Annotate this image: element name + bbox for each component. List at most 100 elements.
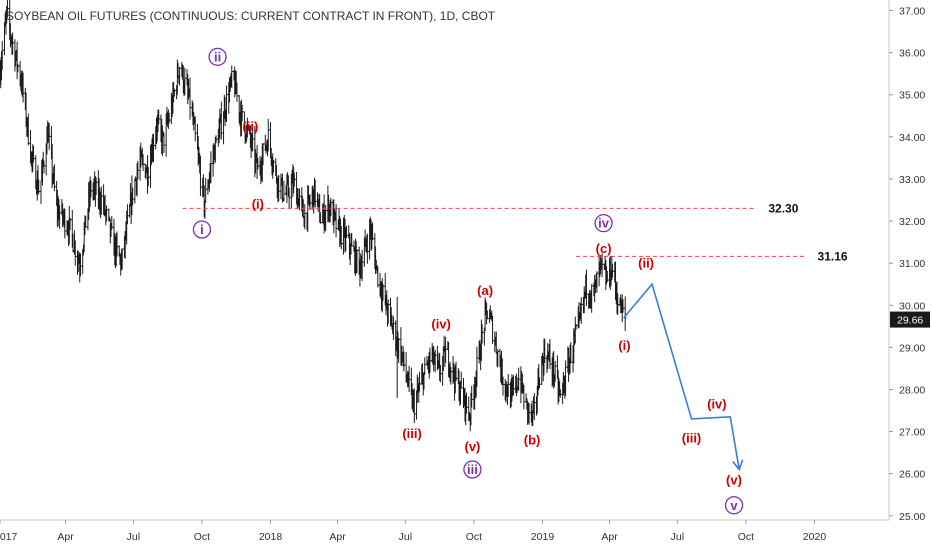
ohlc-bar	[553, 361, 557, 383]
y-tick-label: 31.00	[899, 258, 925, 270]
y-tick-label: 32.00	[899, 216, 925, 228]
ohlc-bar	[538, 377, 541, 389]
wave-label: iv	[594, 214, 613, 233]
wave-label: (ii)	[638, 256, 654, 271]
ohlc-bar	[387, 299, 390, 324]
ohlc-bar	[141, 154, 145, 172]
ohlc-bar	[624, 296, 627, 331]
ohlc-bar	[423, 357, 426, 375]
ohlc-bar	[126, 204, 129, 225]
projection-path	[623, 282, 741, 470]
ohlc-bar	[501, 376, 505, 396]
ohlc-bar	[428, 347, 432, 374]
ohlc-bar	[527, 403, 531, 425]
wave-label-circle	[594, 214, 613, 233]
ohlc-bar	[590, 283, 593, 313]
ohlc-bar	[188, 77, 192, 120]
wave-label-text: (iii)	[682, 430, 702, 445]
x-tick-label: Apr	[601, 531, 618, 543]
ohlc-bar	[522, 384, 526, 410]
ohlc-bar	[209, 151, 213, 184]
y-tick-label: 25.00	[899, 511, 925, 523]
ohlc-bar	[21, 72, 25, 103]
ohlc-bar	[178, 66, 181, 86]
ohlc-bar	[376, 266, 380, 288]
x-tick-label: Jul	[671, 531, 684, 543]
wave-label: (v)	[464, 439, 480, 454]
y-tick-label: 33.00	[899, 174, 925, 186]
y-tick-label: 29.00	[899, 342, 925, 354]
ohlc-bar	[58, 205, 61, 229]
x-tick-label: Oct	[466, 531, 482, 543]
ohlc-bar	[324, 204, 327, 232]
ohlc-bar	[350, 232, 353, 247]
ohlc-bar	[381, 283, 385, 301]
ohlc-bar	[533, 393, 536, 421]
ohlc-bar	[230, 65, 233, 88]
ohlc-bar	[449, 367, 453, 385]
x-axis-ticks: 2017 Apr Jul Oct 2018 Apr Jul Oct 2019 Apr Jul Oct 2…	[0, 520, 826, 543]
ohlc-bar	[94, 177, 98, 195]
ohlc-bar	[11, 32, 14, 55]
ohlc-bar	[517, 367, 520, 391]
wave-label-circle	[208, 47, 227, 66]
wave-label-text: i	[200, 222, 204, 237]
wave-label: ii	[208, 47, 227, 66]
x-tick-label: 2020	[803, 531, 827, 543]
ohlc-bar	[37, 179, 40, 194]
y-tick-label: 26.00	[899, 469, 925, 481]
current-price-label: 29.66	[897, 315, 923, 327]
x-tick-label: Apr	[57, 531, 74, 543]
ohlc-bar	[261, 143, 265, 166]
wave-label: (iii)	[682, 430, 702, 445]
x-tick-label: 2018	[259, 531, 283, 543]
wave-label-text: (v)	[464, 439, 480, 454]
ohlc-bar	[84, 215, 87, 228]
x-tick-label: Apr	[329, 531, 346, 543]
ohlc-bar	[366, 233, 369, 264]
ohlc-bar	[439, 364, 442, 383]
y-tick-label: 27.00	[899, 427, 925, 439]
wave-label-text: (iii)	[402, 426, 422, 441]
ohlc-bar	[214, 135, 218, 143]
wave-label: (v)	[726, 473, 742, 488]
ohlc-bar	[345, 226, 348, 238]
ohlc-bar	[574, 323, 578, 330]
wave-label-text: ii	[214, 49, 221, 64]
ohlc-bar	[444, 336, 447, 363]
ohlc-bar	[121, 248, 124, 270]
ohlc-bar	[199, 155, 202, 196]
ohlc-bar	[105, 205, 108, 222]
ohlc-bar	[194, 116, 197, 142]
y-axis-ticks: 37.00 36.00 35.00 34.00 33.00 32.00 31.00 30.00…	[889, 6, 925, 523]
ohlc-bar	[173, 88, 176, 97]
ohlc-bar	[100, 186, 103, 215]
level-label: 32.30	[768, 201, 798, 215]
ohlc-bar	[433, 349, 437, 373]
ohlc-bar	[89, 179, 93, 198]
ohlc-bar	[47, 122, 51, 150]
ohlc-bar	[68, 217, 72, 230]
wave-label-text: (a)	[477, 283, 493, 298]
wave-label-text: (ii)	[638, 256, 654, 271]
wave-labels: ii (ii) (i) i (iii) (iv) (v) iii (a) (b) iv (c) (i) (…	[192, 47, 744, 515]
ohlc-bar	[204, 177, 207, 203]
ohlc-bar	[413, 388, 416, 423]
ohlc-bar	[606, 271, 609, 283]
wave-label: iii	[463, 460, 482, 479]
wave-label-circle	[724, 496, 744, 515]
ohlc-bar	[162, 132, 166, 153]
ohlc-bar	[152, 133, 155, 163]
ohlc-bar	[329, 197, 333, 216]
y-tick-label: 30.00	[899, 300, 925, 312]
ohlc-bars	[0, 0, 627, 432]
x-tick-label: Jul	[127, 531, 140, 543]
ohlc-bar	[507, 373, 510, 397]
x-tick-label: 2017	[0, 531, 18, 543]
wave-label-text: (c)	[596, 241, 612, 256]
wave-label: (iv)	[431, 317, 451, 332]
current-price-badge: 29.66	[890, 311, 930, 328]
wave-label-text: iv	[598, 216, 610, 231]
